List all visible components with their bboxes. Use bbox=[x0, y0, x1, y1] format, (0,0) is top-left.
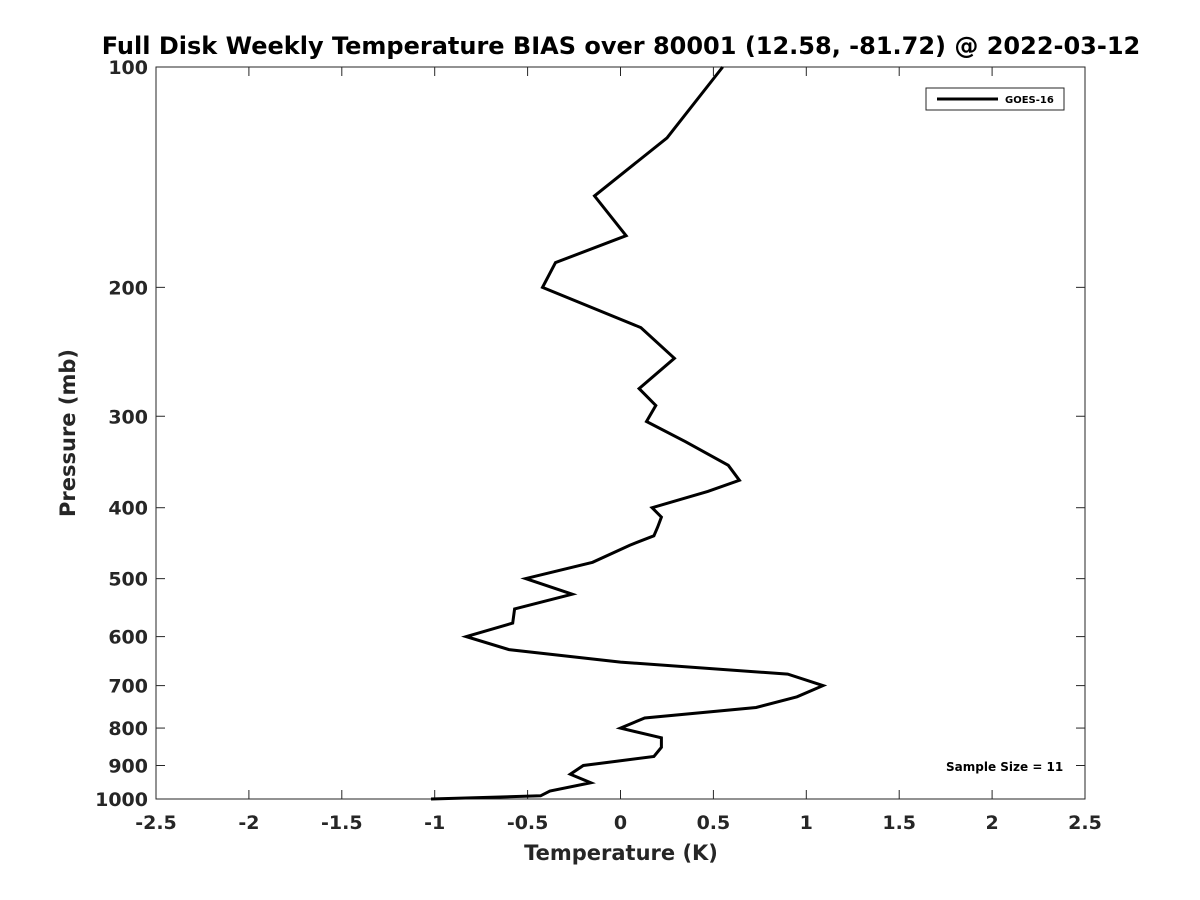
y-tick-label: 900 bbox=[108, 756, 148, 778]
y-tick-label: 700 bbox=[108, 676, 148, 698]
y-tick-label: 400 bbox=[108, 498, 148, 520]
y-axis-label: Pressure (mb) bbox=[56, 349, 80, 517]
x-axis-label: Temperature (K) bbox=[524, 841, 718, 865]
legend-label-goes-16: GOES-16 bbox=[1005, 95, 1054, 106]
x-tick-label: -1.5 bbox=[321, 812, 363, 834]
y-tick-label: 100 bbox=[108, 57, 148, 79]
x-tick-label: -1 bbox=[424, 812, 445, 834]
series-line-goes-16 bbox=[430, 66, 828, 801]
x-tick-label: 1.5 bbox=[882, 812, 916, 834]
y-tick-label: 200 bbox=[108, 277, 148, 299]
x-tick-label: 1 bbox=[800, 812, 813, 834]
y-tick-label: 1000 bbox=[95, 789, 148, 811]
x-tick-label: -0.5 bbox=[507, 812, 549, 834]
legend: GOES-16 bbox=[925, 87, 1065, 111]
x-tick-label: 2.5 bbox=[1068, 812, 1102, 834]
y-axis-ticks: 100 200 300 400 500 600 700 800 900 1000 bbox=[95, 57, 1085, 811]
chart-title: Full Disk Weekly Temperature BIAS over 8… bbox=[102, 32, 1141, 60]
x-tick-label: 0.5 bbox=[697, 812, 731, 834]
y-tick-label: 500 bbox=[108, 569, 148, 591]
x-tick-label: -2.5 bbox=[135, 812, 177, 834]
x-tick-label: 2 bbox=[985, 812, 998, 834]
x-tick-label: 0 bbox=[614, 812, 627, 834]
series-group bbox=[430, 66, 828, 801]
sample-size-annotation: Sample Size = 11 bbox=[946, 760, 1063, 774]
x-tick-label: -2 bbox=[238, 812, 259, 834]
y-tick-label: 300 bbox=[108, 406, 148, 428]
y-tick-label: 800 bbox=[108, 718, 148, 740]
x-axis-ticks: -2.5 -2 -1.5 -1 -0.5 0 0.5 1 1.5 2 2.5 bbox=[135, 67, 1102, 834]
y-tick-label: 600 bbox=[108, 627, 148, 649]
